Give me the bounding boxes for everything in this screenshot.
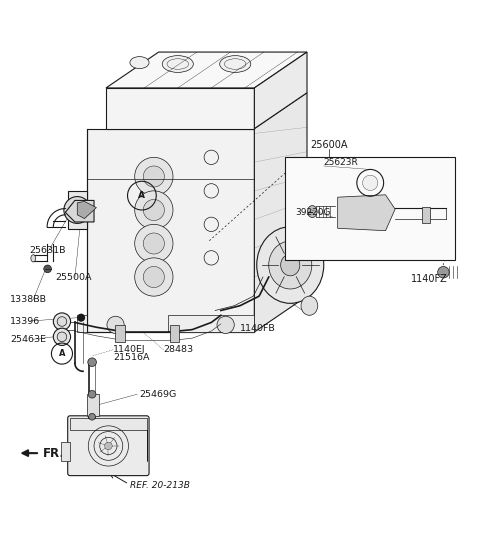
Text: 1338BB: 1338BB [10, 295, 47, 304]
Text: A: A [138, 191, 145, 200]
Bar [422, 207, 431, 223]
Text: 1140FB: 1140FB [240, 324, 276, 333]
Circle shape [362, 175, 378, 191]
Bar [286, 157, 456, 260]
Circle shape [105, 442, 112, 450]
Circle shape [438, 266, 449, 278]
Bar [170, 325, 180, 342]
Circle shape [44, 265, 51, 273]
Circle shape [135, 191, 173, 229]
Polygon shape [77, 315, 87, 332]
Ellipse shape [130, 57, 149, 69]
Text: 21516A: 21516A [113, 353, 150, 362]
Circle shape [70, 202, 85, 218]
Ellipse shape [257, 227, 324, 304]
Ellipse shape [301, 296, 318, 315]
Circle shape [144, 266, 164, 288]
FancyBboxPatch shape [68, 416, 149, 476]
Text: REF. 20-213B: REF. 20-213B [130, 481, 190, 490]
Polygon shape [106, 88, 254, 129]
Polygon shape [106, 52, 307, 88]
Circle shape [64, 197, 91, 223]
Ellipse shape [162, 55, 193, 73]
Circle shape [57, 317, 67, 326]
Ellipse shape [308, 206, 317, 218]
Polygon shape [68, 191, 87, 229]
Circle shape [135, 224, 173, 263]
Circle shape [135, 258, 173, 296]
Polygon shape [338, 195, 395, 230]
Polygon shape [65, 201, 94, 222]
Polygon shape [87, 129, 254, 332]
Bar [87, 394, 99, 416]
Polygon shape [70, 418, 147, 461]
Text: 28483: 28483 [163, 345, 193, 354]
Polygon shape [168, 315, 254, 332]
Ellipse shape [269, 241, 312, 289]
Circle shape [135, 157, 173, 196]
Polygon shape [77, 202, 96, 219]
Circle shape [88, 391, 96, 398]
Circle shape [57, 332, 67, 342]
Text: 25623R: 25623R [324, 158, 359, 167]
Circle shape [144, 199, 164, 220]
Text: 1140EJ: 1140EJ [113, 345, 146, 354]
Text: 13396: 13396 [10, 316, 40, 326]
Circle shape [53, 313, 71, 330]
Text: 25469G: 25469G [140, 390, 177, 399]
Circle shape [107, 316, 124, 334]
Ellipse shape [31, 255, 36, 262]
Text: 25500A: 25500A [56, 274, 92, 283]
Polygon shape [254, 52, 307, 129]
Polygon shape [254, 93, 307, 332]
Circle shape [144, 233, 164, 254]
Circle shape [144, 166, 164, 187]
Circle shape [88, 358, 96, 367]
Circle shape [89, 413, 96, 420]
Ellipse shape [281, 254, 300, 276]
Circle shape [78, 314, 84, 321]
Text: 39220G: 39220G [295, 208, 331, 217]
Text: FR.: FR. [43, 447, 65, 460]
Circle shape [217, 316, 234, 334]
Bar [115, 325, 125, 342]
Text: 1140FZ: 1140FZ [411, 274, 447, 284]
Circle shape [53, 328, 71, 346]
Text: 25463E: 25463E [10, 335, 46, 343]
Text: A: A [59, 349, 65, 358]
Text: 25600A: 25600A [310, 140, 348, 150]
Polygon shape [60, 442, 70, 461]
Text: 25631B: 25631B [29, 246, 66, 255]
Ellipse shape [220, 55, 251, 73]
